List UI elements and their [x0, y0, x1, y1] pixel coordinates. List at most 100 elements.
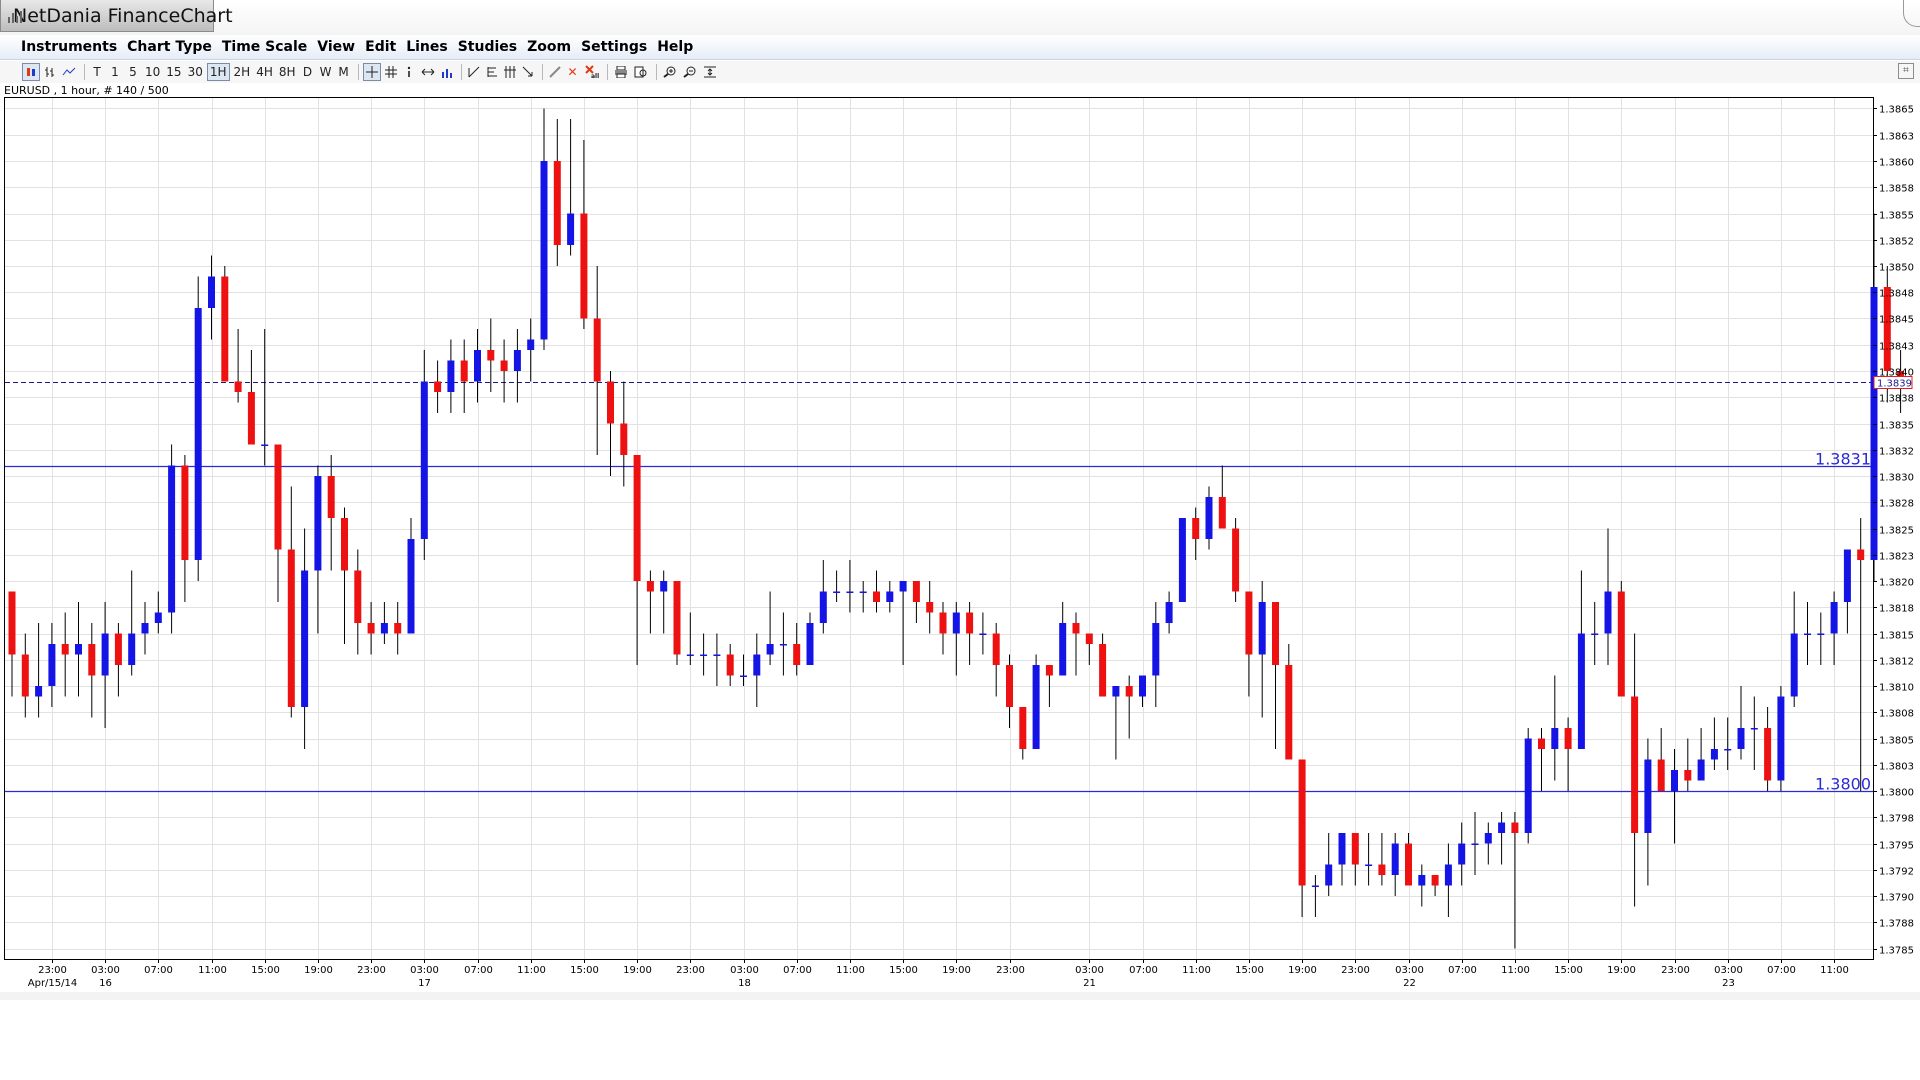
candle[interactable] [580, 140, 588, 329]
menu-lines[interactable]: Lines [406, 39, 448, 55]
candle[interactable] [726, 644, 734, 686]
candle[interactable] [1431, 875, 1439, 896]
candle[interactable] [301, 528, 309, 750]
candle[interactable] [1365, 833, 1373, 886]
candle[interactable] [513, 329, 521, 403]
chart-settings-icon[interactable]: ⌗ [1898, 63, 1914, 79]
candle[interactable] [1125, 675, 1133, 739]
pan-arrows-icon[interactable] [419, 63, 437, 81]
candle[interactable] [952, 602, 960, 676]
menu-help[interactable]: Help [657, 39, 694, 55]
candle[interactable] [500, 339, 508, 403]
candle[interactable] [1192, 507, 1200, 561]
candle[interactable] [1444, 843, 1452, 918]
candle[interactable] [314, 465, 322, 634]
candle[interactable] [1671, 749, 1678, 844]
timescale-m[interactable]: M [338, 65, 349, 79]
candle[interactable] [1524, 728, 1532, 844]
delete-all-icon[interactable]: all [583, 63, 601, 81]
candle[interactable] [194, 276, 202, 582]
timescale-d[interactable]: D [302, 65, 313, 79]
candle[interactable] [1604, 528, 1612, 666]
candle[interactable] [1178, 518, 1186, 602]
timescale-t[interactable]: T [93, 65, 101, 79]
candle[interactable] [633, 455, 641, 665]
candle[interactable] [1538, 728, 1545, 791]
candle[interactable] [247, 350, 255, 445]
candle[interactable] [1019, 707, 1027, 760]
print-preview-icon[interactable] [632, 63, 650, 81]
candle[interactable] [926, 581, 934, 634]
candle[interactable] [1631, 633, 1639, 907]
timescale-30[interactable]: 30 [187, 65, 203, 79]
candle[interactable] [1724, 717, 1732, 771]
candle[interactable] [1843, 549, 1851, 634]
candle[interactable] [713, 633, 721, 687]
candle[interactable] [873, 570, 880, 613]
candle[interactable] [1152, 602, 1160, 707]
candle[interactable] [8, 591, 16, 697]
candle[interactable] [1072, 612, 1080, 676]
candle[interactable] [61, 612, 69, 697]
candle[interactable] [1830, 591, 1838, 666]
candle[interactable] [673, 581, 681, 665]
candle[interactable] [1378, 833, 1386, 886]
candle[interactable] [1099, 633, 1107, 697]
candle[interactable] [1085, 633, 1093, 666]
candle[interactable] [607, 371, 614, 476]
trendline-icon[interactable] [466, 63, 482, 81]
candle[interactable] [181, 455, 189, 602]
menu-zoom[interactable]: Zoom [527, 39, 572, 55]
candle[interactable] [21, 633, 29, 718]
candle[interactable] [1750, 696, 1758, 771]
candle[interactable] [1564, 717, 1572, 792]
candle[interactable] [979, 612, 987, 655]
candle[interactable] [168, 444, 176, 634]
candle[interactable] [1272, 602, 1279, 749]
candle[interactable] [593, 266, 601, 455]
menu-instruments[interactable]: Instruments [21, 39, 118, 55]
timescale-8h[interactable]: 8H [278, 65, 296, 79]
candle[interactable] [1551, 675, 1559, 781]
candle[interactable] [221, 266, 229, 382]
candle[interactable] [1285, 644, 1293, 760]
crosshair-icon[interactable] [362, 63, 381, 81]
zoom-in-icon[interactable] [661, 63, 679, 81]
candle[interactable] [1657, 728, 1665, 791]
candle[interactable] [1391, 833, 1399, 896]
candle[interactable] [75, 602, 82, 697]
candle[interactable] [1471, 812, 1479, 875]
candle[interactable] [274, 444, 282, 603]
candle[interactable] [700, 633, 708, 676]
candle[interactable] [354, 549, 362, 655]
candle[interactable] [407, 518, 415, 634]
info-icon[interactable] [401, 63, 417, 81]
menu-view[interactable]: View [317, 39, 356, 55]
candle[interactable] [660, 570, 668, 634]
timescale-4h[interactable]: 4H [256, 65, 273, 79]
arrow-line-icon[interactable] [520, 63, 536, 81]
candle[interactable] [1577, 570, 1585, 750]
candle[interactable] [1498, 812, 1506, 865]
candle[interactable] [394, 602, 402, 655]
delete-icon[interactable]: ✕ [567, 65, 578, 79]
candle[interactable] [234, 329, 242, 403]
candle[interactable] [686, 612, 694, 666]
timescale-2h[interactable]: 2H [233, 65, 251, 79]
candle[interactable] [1511, 812, 1519, 949]
candle[interactable] [141, 602, 149, 655]
candle[interactable] [1232, 518, 1240, 602]
menu-settings[interactable]: Settings [581, 39, 648, 55]
candle[interactable] [380, 602, 388, 644]
candle[interactable] [779, 612, 787, 676]
candle[interactable] [460, 339, 468, 414]
candle[interactable] [1139, 675, 1146, 708]
zoom-out-icon[interactable] [681, 63, 699, 81]
candle[interactable] [434, 360, 442, 414]
candle[interactable] [766, 591, 774, 666]
zoom-fit-icon[interactable] [701, 63, 719, 81]
candle[interactable] [753, 633, 761, 708]
menu-studies[interactable]: Studies [457, 39, 518, 55]
candle[interactable] [1205, 486, 1213, 550]
